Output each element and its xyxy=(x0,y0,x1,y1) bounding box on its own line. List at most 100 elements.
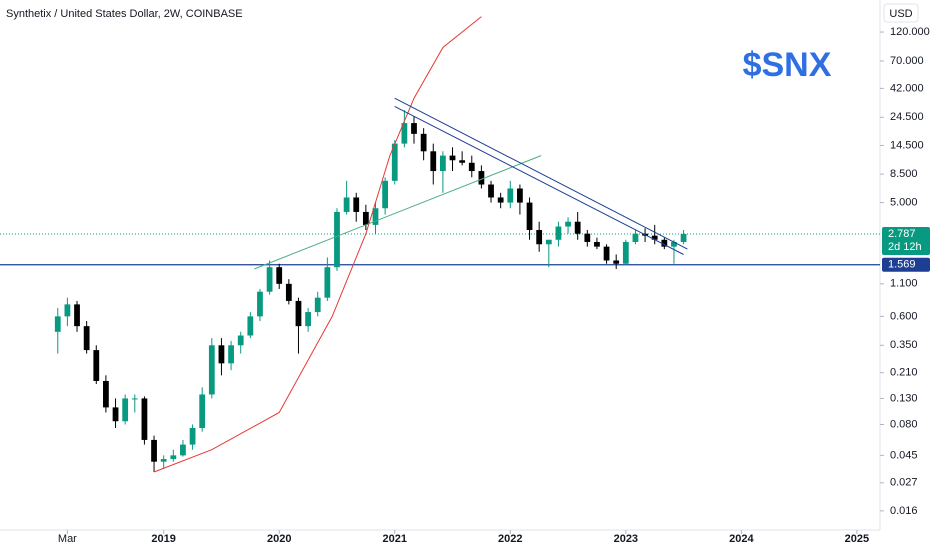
y-tick-label: 0.027 xyxy=(890,477,918,489)
candle-body xyxy=(93,350,100,381)
candle-body xyxy=(353,197,360,212)
candle-body xyxy=(478,171,485,185)
candle-body xyxy=(103,380,109,408)
x-tick-label: 2024 xyxy=(729,533,754,545)
chart-title: Synthetix / United States Dollar, 2W, CO… xyxy=(6,8,243,20)
candle-body xyxy=(343,197,350,212)
candle-body xyxy=(488,184,494,198)
candle-body xyxy=(536,229,543,245)
y-tick-label: 14.500 xyxy=(890,139,924,151)
currency: USD xyxy=(889,8,912,20)
y-tick-label: 1.100 xyxy=(890,278,918,290)
candle-body xyxy=(151,439,157,462)
candle-body xyxy=(430,151,437,172)
candle-body xyxy=(305,312,311,327)
candle-body xyxy=(497,197,504,203)
y-tick-label: 0.080 xyxy=(890,418,918,430)
candle-body xyxy=(64,304,71,317)
candle-body xyxy=(122,398,129,422)
candle-body xyxy=(285,283,292,301)
candle-body xyxy=(420,133,427,152)
candle-body xyxy=(83,326,90,351)
candle-body xyxy=(314,297,321,313)
candle-body xyxy=(382,180,389,209)
candle-body xyxy=(594,241,600,247)
candle-body xyxy=(141,398,148,440)
candle-body xyxy=(334,211,340,268)
candle-body xyxy=(54,316,61,332)
candle-body xyxy=(613,260,620,264)
candle-body xyxy=(74,304,80,327)
candle-body xyxy=(401,123,408,144)
trendline xyxy=(394,97,688,250)
candle-body xyxy=(391,143,398,181)
candle-body xyxy=(170,455,177,460)
candle-body xyxy=(622,241,629,264)
candle-body xyxy=(459,160,466,163)
y-tick-label: 0.600 xyxy=(890,310,918,322)
candle-body xyxy=(449,155,456,161)
candle-body xyxy=(247,316,254,336)
candle-body xyxy=(411,123,417,134)
candle-body xyxy=(218,345,225,364)
y-tick-label: 42.000 xyxy=(890,82,924,94)
candle-body xyxy=(526,202,533,230)
x-tick-label: 2021 xyxy=(383,533,407,545)
y-tick-label: 0.350 xyxy=(890,339,918,351)
candle-body xyxy=(574,221,581,234)
trendline xyxy=(254,155,542,270)
candle-body xyxy=(180,444,186,456)
trendline xyxy=(394,105,684,255)
x-tick-label: Mar xyxy=(58,533,77,545)
hline-price-label: 1.569 xyxy=(888,259,916,271)
candle-body xyxy=(266,267,273,292)
candle-body xyxy=(362,211,369,225)
y-tick-label: 70.000 xyxy=(890,55,924,67)
candle-body xyxy=(112,407,119,422)
countdown: 2d 12h xyxy=(888,241,922,253)
x-tick-label: 2025 xyxy=(845,533,869,545)
candle-body xyxy=(228,345,234,364)
candle-body xyxy=(276,267,283,284)
x-tick-label: 2023 xyxy=(614,533,638,545)
candle-body xyxy=(507,188,514,203)
candle-body xyxy=(671,241,677,247)
candle-body xyxy=(632,233,639,242)
candle-body xyxy=(372,208,379,225)
candle-body xyxy=(257,291,263,317)
candle-body xyxy=(517,188,523,203)
y-tick-label: 120.000 xyxy=(890,26,930,38)
hline-price-box xyxy=(882,257,930,272)
x-tick-label: 2020 xyxy=(267,533,291,545)
candle-body xyxy=(295,300,302,327)
y-tick-label: 24.500 xyxy=(890,111,924,123)
candle-body xyxy=(208,345,215,395)
candle-body xyxy=(603,246,610,261)
candle-body xyxy=(324,267,331,298)
candle-body xyxy=(131,398,138,400)
last-price-box xyxy=(882,226,930,255)
y-tick-label: 0.045 xyxy=(890,449,918,461)
candle-body xyxy=(160,459,167,462)
candle-body xyxy=(440,155,446,172)
y-tick-label: 0.130 xyxy=(890,392,918,404)
y-tick-label: 0.016 xyxy=(890,505,918,517)
last-price-label: 2.787 xyxy=(888,228,916,240)
x-tick-label: 2019 xyxy=(151,533,175,545)
candle-body xyxy=(237,335,244,346)
trendline xyxy=(153,16,482,473)
candle-body xyxy=(584,233,591,242)
currency-box xyxy=(883,3,919,23)
candle-body xyxy=(680,233,687,242)
candle-body xyxy=(651,235,658,240)
candle-body xyxy=(468,162,475,172)
watermark: $SNX xyxy=(743,46,832,84)
candle-body xyxy=(199,394,206,428)
candle-body xyxy=(189,427,196,445)
y-tick-label: 0.210 xyxy=(890,367,918,379)
candle-body xyxy=(661,239,668,247)
y-tick-label: 5.000 xyxy=(890,196,918,208)
candle-body xyxy=(545,239,552,245)
